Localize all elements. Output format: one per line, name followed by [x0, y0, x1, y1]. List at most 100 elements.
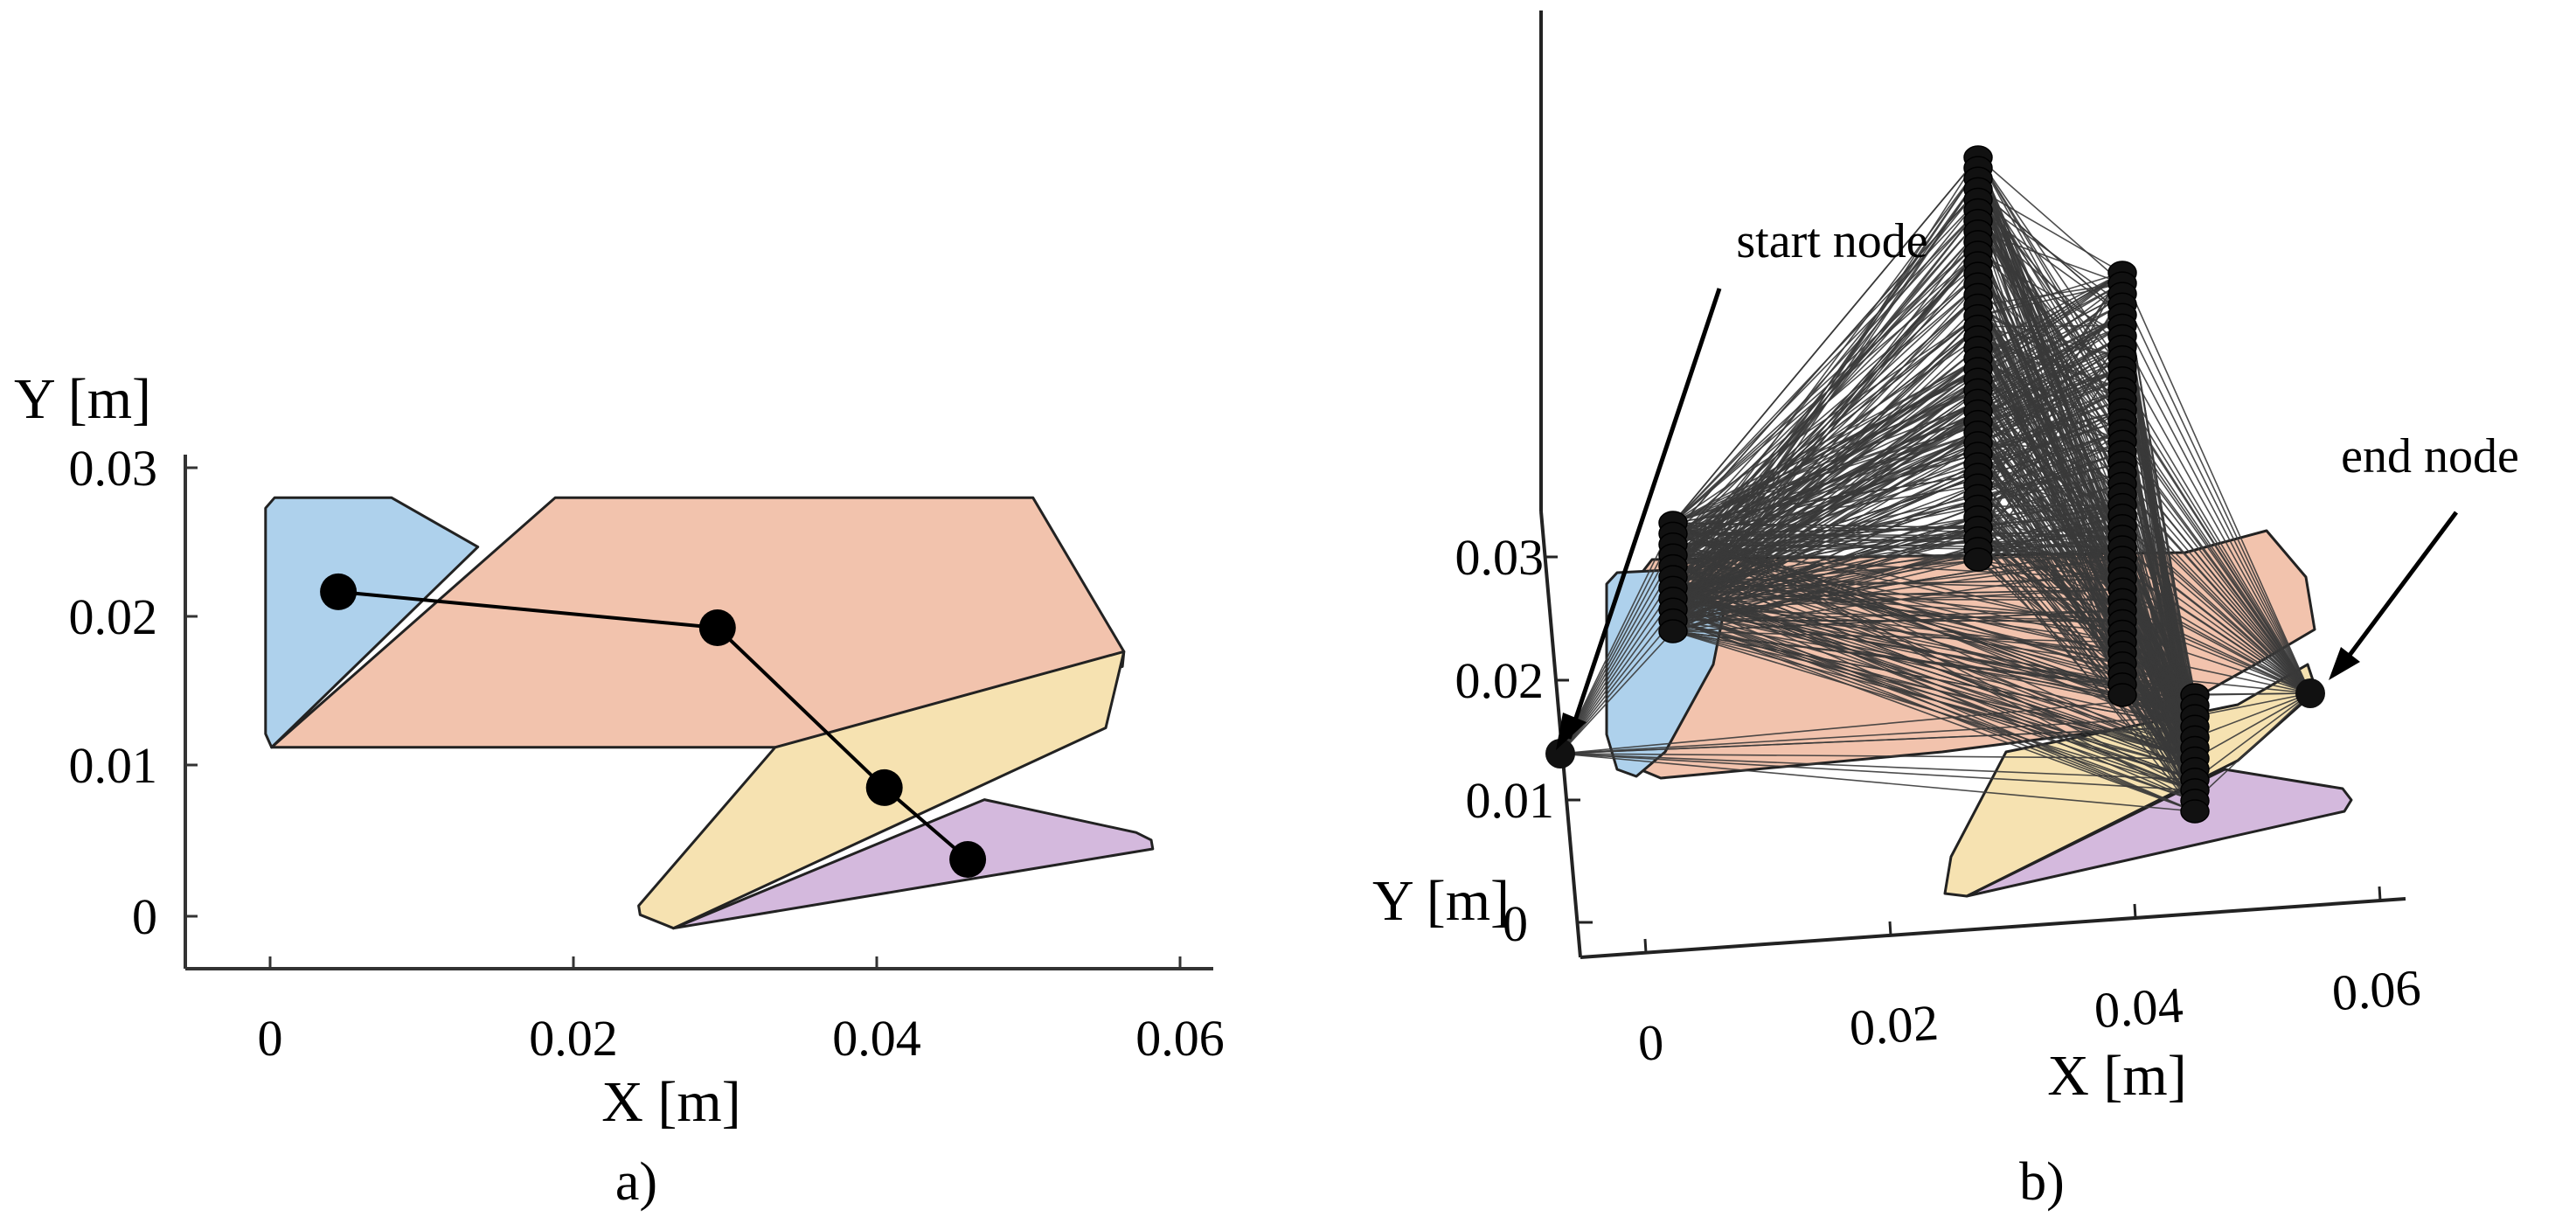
panel-b-edge [2194, 692, 2311, 781]
panel-b-start-node [1545, 739, 1575, 768]
panel-b-edge [2194, 692, 2311, 760]
panel-b-edge [1977, 538, 2196, 781]
panel-b-edge [1672, 554, 2196, 760]
start-node-label: start node [1736, 214, 1927, 268]
panel-b-edge [2121, 483, 2311, 694]
panel-b-edge [1977, 559, 2196, 738]
end-node-label: end node [2341, 429, 2519, 483]
panel-b-edge [1672, 587, 2196, 760]
panel-b-edge [1672, 156, 1979, 524]
panel-b-y-tick-label: 0.02 [1455, 652, 1545, 709]
panel-b-edge [1559, 608, 1674, 755]
panel-b-edge [1977, 188, 2123, 274]
panel-b-graph [1545, 145, 2325, 824]
panel-b-edge [1559, 620, 1674, 755]
panel-b-edge [1672, 619, 2196, 781]
panel-b-edge [2121, 293, 2311, 694]
panel-b-edge [1977, 368, 2311, 694]
panel-b-edge [1672, 532, 2123, 548]
panel-b-edge [1977, 293, 2123, 539]
panel-b-x-tick-label: 0 [1636, 1013, 1665, 1072]
panel-b-edge [1559, 753, 2196, 791]
panel-b-edge [2121, 651, 2311, 694]
panel-b-node [2107, 683, 2137, 707]
panel-b-edge [1977, 156, 2123, 400]
panel-b-edge [1672, 188, 1979, 534]
panel-b-edge [2194, 692, 2311, 739]
panel-b-node [2180, 799, 2210, 824]
panel-b-edge [1977, 220, 2311, 694]
panel-b-edge [2121, 378, 2311, 694]
panel-a-path-line [337, 589, 969, 861]
panel-b-edge [1977, 538, 2196, 812]
panel-b-node [1963, 547, 1993, 572]
panel-b-edge [2194, 692, 2311, 802]
panel-b-region-yellow [1943, 663, 2318, 898]
panel-b-edge [1977, 156, 2311, 694]
start-node-arrowhead [1556, 713, 1587, 750]
panel-a-x-tick-label: 0.06 [1135, 1010, 1225, 1067]
panel-b-y-tick-label: 0.01 [1466, 772, 1555, 829]
panel-b-edge [2121, 399, 2311, 694]
panel-b-edge [1559, 630, 1674, 755]
panel-b-x-tick-mark [1643, 938, 1648, 954]
panel-a: 0 0.01 0.02 0.03 0 0.02 0.04 0.06 Y [m] … [14, 367, 1225, 1212]
panel-b-edge [1672, 630, 2196, 791]
panel-b-edge [1977, 516, 2311, 694]
panel-b-edge [1559, 753, 2196, 812]
panel-a-region-purple [672, 798, 1155, 930]
panel-b-edge [2121, 420, 2311, 694]
end-node-arrow [2340, 511, 2459, 666]
panel-b-x-tick-label: 0.04 [2093, 977, 2185, 1040]
panel-b-edge [1559, 694, 2196, 755]
panel-b-edge [2121, 462, 2311, 694]
panel-b-edge [1977, 453, 2311, 694]
panel-b-edge [1977, 220, 2196, 781]
panel-a-y-tick-label: 0.02 [69, 588, 158, 645]
panel-a-x-tick-label: 0.04 [832, 1010, 921, 1067]
panel-b-edge [2121, 673, 2311, 694]
panel-b-edge [1559, 544, 1674, 755]
panel-b-edge [1559, 533, 1674, 755]
panel-b-node [1658, 619, 1688, 643]
panel-b-edge [1977, 410, 2311, 694]
panel-b-edge [1672, 619, 2196, 770]
panel-b-edge [2121, 525, 2311, 694]
panel-b-edge [1977, 262, 2311, 694]
panel-b-x-tick-label: 0.02 [1848, 994, 1941, 1057]
panel-b-edge [1977, 559, 2196, 770]
panel-b-edges [1559, 156, 2311, 812]
panel-b-y-tick-label: 0.03 [1455, 529, 1545, 586]
panel-b-edge [2121, 272, 2311, 694]
panel-a-path-node [949, 841, 987, 878]
panel-b-edge [1672, 522, 2196, 802]
panel-b-x-tick-mark [1888, 921, 1892, 936]
panel-b-edge [1977, 156, 2123, 495]
panel-a-caption: a) [615, 1152, 657, 1212]
end-node-arrowhead [2329, 647, 2360, 680]
panel-b-edge [2121, 504, 2311, 694]
panel-b-edge [1977, 495, 2311, 694]
panel-b-edge [2121, 630, 2311, 694]
panel-a-path-node [865, 768, 903, 806]
panel-b-edge [1672, 608, 2196, 728]
panel-b-edge [2121, 357, 2311, 694]
panel-b-edge [1977, 347, 2311, 694]
panel-b-edge [1977, 188, 2123, 316]
panel-a-y-label: Y [m] [14, 367, 151, 431]
panel-a-y-tick-label: 0.01 [69, 737, 158, 794]
panel-a-x-tick-label: 0.02 [529, 1010, 618, 1067]
panel-b-edge [2121, 546, 2311, 694]
panel-b-edge [1977, 156, 2123, 284]
panel-b-edge [1977, 430, 2123, 497]
panel-b-x-label: X [m] [2047, 1044, 2186, 1108]
panel-b-x-tick-label: 0.06 [2330, 959, 2423, 1022]
panel-b-edge [1977, 304, 2311, 694]
panel-b-edge [1672, 554, 2196, 728]
panel-a-y-tick-label: 0 [132, 888, 157, 945]
panel-b-edge [1672, 619, 2196, 812]
panel-b-edge [2121, 609, 2311, 694]
panel-a-regions [264, 496, 1155, 930]
panel-b-edge [1672, 597, 2123, 602]
